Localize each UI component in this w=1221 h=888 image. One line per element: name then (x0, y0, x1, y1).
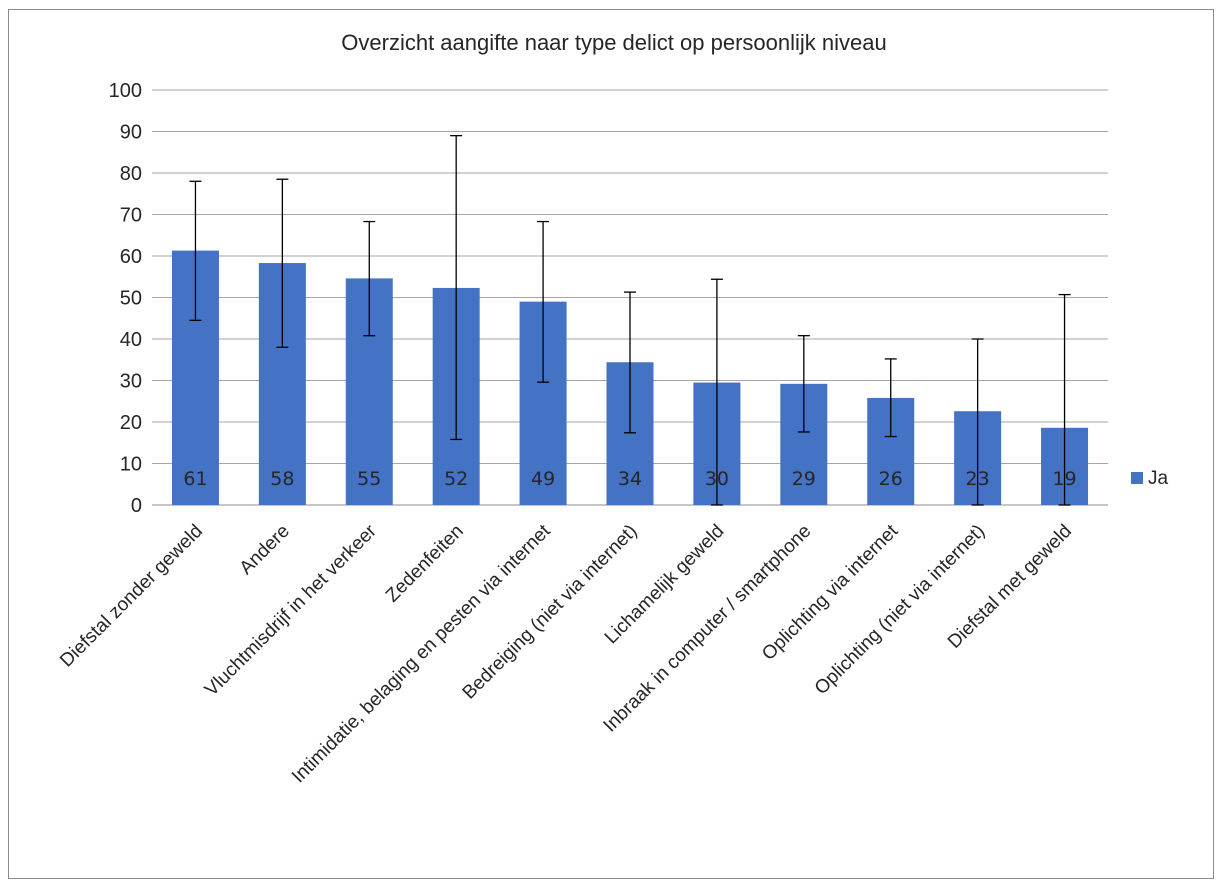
y-tick-label: 0 (131, 495, 142, 517)
legend-label: Ja (1148, 468, 1169, 489)
error-bar (884, 358, 897, 438)
y-tick-label: 40 (120, 329, 142, 351)
data-label: 52 (444, 468, 468, 490)
y-tick-label: 90 (120, 122, 142, 144)
data-label: 58 (270, 468, 294, 490)
data-label: 49 (531, 468, 555, 490)
y-tick-label: 50 (120, 288, 142, 310)
legend: Ja (1131, 468, 1169, 489)
error-bar (1058, 293, 1071, 506)
data-label: 19 (1052, 468, 1076, 490)
data-label: 26 (879, 468, 903, 490)
chart-title: Overzicht aangifte naar type delict op p… (341, 30, 886, 55)
error-bar (971, 338, 984, 506)
y-tick-label: 100 (109, 80, 142, 102)
error-bar (189, 180, 202, 321)
y-tick-label: 20 (120, 412, 142, 434)
error-bar (363, 220, 376, 337)
data-label: 23 (966, 468, 990, 490)
x-axis-labels: Diefstal zonder geweld AndereVluchtmisdri… (56, 520, 1076, 787)
error-bar (797, 335, 810, 433)
error-bars (189, 134, 1071, 506)
x-tick-label: Oplichting (niet via internet) (811, 521, 989, 699)
error-bar (537, 220, 550, 383)
x-tick-label: Bedreiging (niet via internet) (459, 521, 642, 704)
error-bar (624, 291, 636, 434)
data-label: 34 (618, 468, 642, 490)
legend-swatch (1131, 472, 1143, 484)
x-tick-label: Andere (236, 521, 294, 579)
y-axis-ticks: 0 10 20 30 40 50 60 70 80 90 100 (109, 80, 142, 517)
data-label: 29 (792, 468, 816, 490)
data-labels: 61 58 55 52 49 34 30 29 26 23 19 (183, 468, 1076, 490)
x-tick-label: Vluchtmisdrijf in het verkeer (201, 520, 381, 700)
gridlines (152, 89, 1108, 506)
data-label: 30 (705, 468, 729, 490)
error-bar (450, 134, 463, 441)
error-bar (710, 278, 723, 506)
data-label: 61 (183, 468, 207, 490)
y-tick-label: 60 (120, 246, 142, 268)
y-tick-label: 10 (120, 454, 142, 476)
data-label: 55 (357, 468, 381, 490)
x-tick-label: Diefstal zonder geweld (56, 521, 207, 672)
y-tick-label: 70 (120, 205, 142, 227)
y-tick-label: 30 (120, 371, 142, 393)
error-bar (276, 178, 289, 348)
y-tick-label: 80 (120, 163, 142, 185)
x-tick-label: Zedenfeiten (382, 521, 468, 607)
